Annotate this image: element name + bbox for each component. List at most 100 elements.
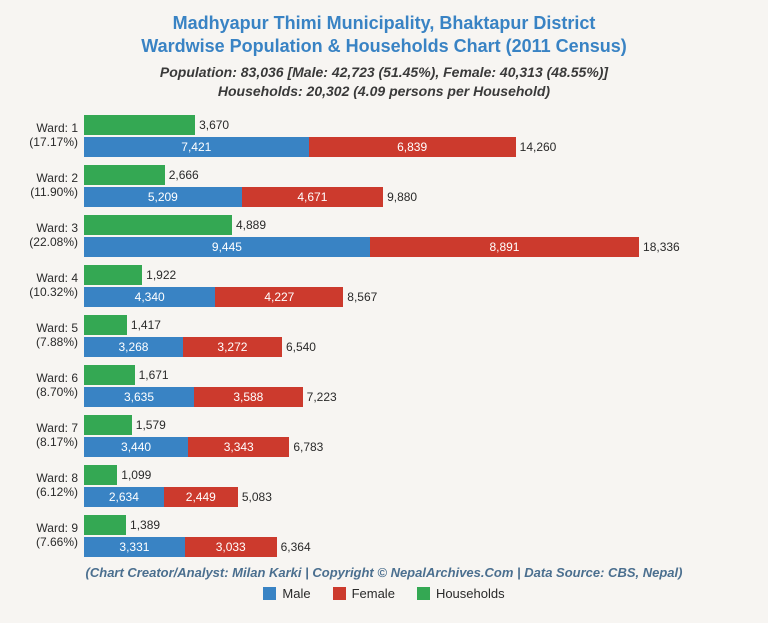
total-value: 6,783 xyxy=(293,440,323,454)
total-value: 18,336 xyxy=(643,240,680,254)
female-value: 3,033 xyxy=(216,540,246,554)
ward-num: Ward: 6 xyxy=(36,371,78,385)
population-bar-row: 9,445 8,89118,336 xyxy=(84,237,639,257)
ward-num: Ward: 1 xyxy=(36,121,78,135)
households-bar-row: 4,889 xyxy=(84,215,728,235)
legend-item-female: Female xyxy=(333,586,395,601)
ward-group: Ward: 2(11.90%)2,6665,2094,6719,880 xyxy=(84,165,728,207)
male-value: 3,635 xyxy=(124,390,154,404)
total-value: 6,364 xyxy=(281,540,311,554)
ward-group: Ward: 6(8.70%)1,6713,6353,5887,223 xyxy=(84,365,728,407)
male-bar: 4,340 xyxy=(84,287,215,307)
households-bar-row: 1,417 xyxy=(84,315,728,335)
male-value: 7,421 xyxy=(181,140,211,154)
households-value: 1,671 xyxy=(139,368,169,382)
total-value: 14,260 xyxy=(520,140,557,154)
female-value: 8,891 xyxy=(489,240,519,254)
ward-label: Ward: 7(8.17%) xyxy=(20,421,78,450)
total-value: 5,083 xyxy=(242,490,272,504)
chart-subtitle: Population: 83,036 [Male: 42,723 (51.45%… xyxy=(20,63,748,101)
ward-pct: (17.17%) xyxy=(29,135,78,149)
ward-num: Ward: 2 xyxy=(36,171,78,185)
legend-item-male: Male xyxy=(263,586,310,601)
legend: Male Female Households xyxy=(20,586,748,601)
households-bar: 1,389 xyxy=(84,515,126,535)
title-line-1: Madhyapur Thimi Municipality, Bhaktapur … xyxy=(173,13,596,33)
population-bar-row: 3,331 3,0336,364 xyxy=(84,537,277,557)
subtitle-line-1: Population: 83,036 [Male: 42,723 (51.45%… xyxy=(160,64,608,80)
male-bar: 7,421 xyxy=(84,137,309,157)
households-value: 2,666 xyxy=(169,168,199,182)
ward-group: Ward: 5(7.88%)1,4173,2683,2726,540 xyxy=(84,315,728,357)
ward-num: Ward: 5 xyxy=(36,321,78,335)
households-bar-row: 2,666 xyxy=(84,165,728,185)
male-bar: 3,331 xyxy=(84,537,185,557)
households-bar: 1,579 xyxy=(84,415,132,435)
female-value: 4,227 xyxy=(264,290,294,304)
ward-group: Ward: 1(17.17%)3,6707,4216,83914,260 xyxy=(84,115,728,157)
households-bar-row: 1,099 xyxy=(84,465,728,485)
male-bar: 3,440 xyxy=(84,437,188,457)
ward-pct: (7.88%) xyxy=(36,335,78,349)
ward-label: Ward: 6(8.70%) xyxy=(20,371,78,400)
legend-swatch-male xyxy=(263,587,276,600)
male-value: 3,331 xyxy=(119,540,149,554)
households-bar: 4,889 xyxy=(84,215,232,235)
households-bar: 1,099 xyxy=(84,465,117,485)
population-bar-row: 2,6342,4495,083 xyxy=(84,487,238,507)
ward-pct: (8.70%) xyxy=(36,385,78,399)
female-bar: 2,4495,083 xyxy=(164,487,238,507)
households-bar-row: 1,389 xyxy=(84,515,728,535)
ward-group: Ward: 9(7.66%)1,3893,3313,0336,364 xyxy=(84,515,728,557)
population-bar-row: 7,421 6,83914,260 xyxy=(84,137,516,157)
population-bar-row: 3,4403,3436,783 xyxy=(84,437,289,457)
female-bar: 8,89118,336 xyxy=(370,237,639,257)
households-value: 3,670 xyxy=(199,118,229,132)
ward-num: Ward: 9 xyxy=(36,521,78,535)
female-bar: 3,5887,223 xyxy=(194,387,303,407)
legend-item-households: Households xyxy=(417,586,505,601)
ward-label: Ward: 2(11.90%) xyxy=(20,171,78,200)
ward-label: Ward: 8(6.12%) xyxy=(20,471,78,500)
ward-label: Ward: 1(17.17%) xyxy=(20,121,78,150)
households-bar-row: 1,579 xyxy=(84,415,728,435)
population-bar-row: 4,340 4,2278,567 xyxy=(84,287,343,307)
total-value: 6,540 xyxy=(286,340,316,354)
female-value: 6,839 xyxy=(397,140,427,154)
male-value: 3,440 xyxy=(121,440,151,454)
ward-pct: (6.12%) xyxy=(36,485,78,499)
title-line-2: Wardwise Population & Households Chart (… xyxy=(141,36,626,56)
households-bar: 1,922 xyxy=(84,265,142,285)
households-value: 4,889 xyxy=(236,218,266,232)
female-bar: 4,2278,567 xyxy=(215,287,343,307)
legend-swatch-female xyxy=(333,587,346,600)
female-bar: 3,0336,364 xyxy=(185,537,277,557)
households-bar: 3,670 xyxy=(84,115,195,135)
ward-group: Ward: 8(6.12%)1,0992,6342,4495,083 xyxy=(84,465,728,507)
subtitle-line-2: Households: 20,302 (4.09 persons per Hou… xyxy=(218,83,550,99)
total-value: 9,880 xyxy=(387,190,417,204)
ward-group: Ward: 4(10.32%)1,9224,3404,2278,567 xyxy=(84,265,728,307)
households-value: 1,389 xyxy=(130,518,160,532)
households-value: 1,099 xyxy=(121,468,151,482)
ward-num: Ward: 7 xyxy=(36,421,78,435)
legend-label-households: Households xyxy=(436,586,505,601)
population-bar-row: 3,2683,2726,540 xyxy=(84,337,282,357)
female-bar: 6,83914,260 xyxy=(309,137,516,157)
ward-pct: (10.32%) xyxy=(29,285,78,299)
female-value: 3,588 xyxy=(233,390,263,404)
ward-pct: (22.08%) xyxy=(29,235,78,249)
population-bar-row: 3,635 3,5887,223 xyxy=(84,387,303,407)
ward-group: Ward: 7(8.17%)1,5793,4403,3436,783 xyxy=(84,415,728,457)
male-value: 4,340 xyxy=(135,290,165,304)
female-value: 2,449 xyxy=(186,490,216,504)
ward-num: Ward: 3 xyxy=(36,221,78,235)
female-value: 3,272 xyxy=(217,340,247,354)
male-value: 9,445 xyxy=(212,240,242,254)
chart-footer-credit: (Chart Creator/Analyst: Milan Karki | Co… xyxy=(20,565,748,580)
chart-plot-area: Ward: 1(17.17%)3,6707,4216,83914,260Ward… xyxy=(20,115,748,557)
male-value: 5,209 xyxy=(148,190,178,204)
legend-label-female: Female xyxy=(352,586,395,601)
ward-label: Ward: 9(7.66%) xyxy=(20,521,78,550)
ward-pct: (11.90%) xyxy=(30,185,78,199)
